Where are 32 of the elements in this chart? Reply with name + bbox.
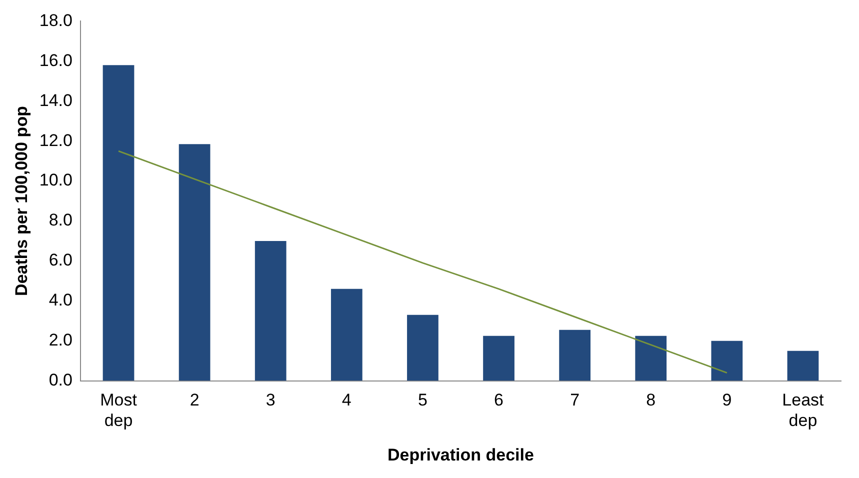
y-tick-label: 0.0	[48, 370, 72, 390]
y-axis-title: Deaths per 100,000 pop	[12, 106, 31, 296]
x-axis-title: Deprivation decile	[388, 445, 534, 464]
bar	[635, 336, 667, 381]
x-tick-label: 8	[646, 390, 656, 410]
bar	[407, 314, 438, 381]
bar	[178, 144, 210, 381]
y-tick-label: 16.0	[39, 50, 72, 70]
x-tick-label: 2	[190, 390, 200, 410]
y-tick-label: 2.0	[48, 330, 72, 350]
x-tick-label: 9	[722, 390, 732, 410]
bar	[102, 65, 134, 381]
bar	[787, 350, 819, 381]
bar	[254, 240, 286, 381]
bar	[330, 288, 362, 381]
x-tick-label: 5	[418, 390, 428, 410]
x-tick-label: 6	[494, 390, 504, 410]
bar	[483, 336, 514, 381]
y-tick-label: 18.0	[39, 10, 72, 30]
y-tick-label: 4.0	[48, 290, 72, 310]
y-tick-label: 10.0	[39, 170, 72, 190]
y-tick-label: 12.0	[39, 130, 72, 150]
x-tick-label: 3	[266, 390, 276, 410]
y-tick-label: 14.0	[39, 90, 72, 110]
y-tick-label: 6.0	[48, 250, 72, 270]
x-tick-label: Most dep	[100, 390, 138, 430]
bar	[711, 340, 743, 381]
y-tick-label: 8.0	[48, 210, 72, 230]
x-tick-label: 4	[342, 390, 352, 410]
x-tick-label: 7	[570, 390, 580, 410]
bar	[559, 330, 591, 381]
x-tick-label: Least dep	[782, 390, 824, 430]
